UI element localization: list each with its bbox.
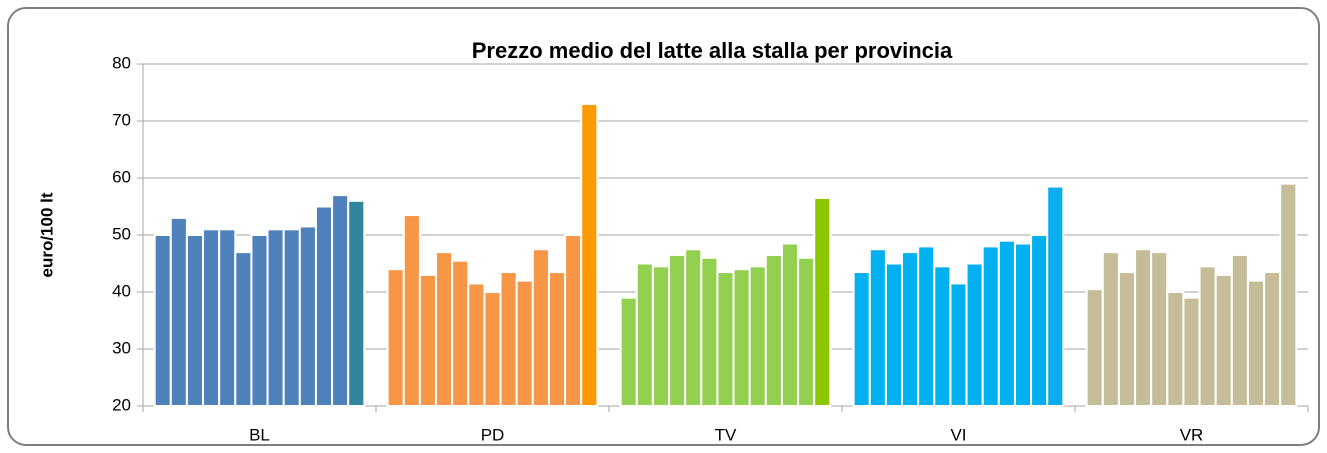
bar (153, 234, 172, 407)
bar (1214, 273, 1233, 407)
bar (684, 248, 703, 407)
x-tick-label: PD (481, 425, 505, 444)
bar (1085, 288, 1104, 407)
bar (580, 102, 599, 408)
bar (314, 205, 334, 407)
y-tick-label: 80 (112, 53, 131, 72)
bar (402, 214, 421, 407)
bar (651, 265, 671, 407)
bar (234, 251, 253, 407)
y-tick-label: 70 (112, 110, 131, 129)
y-tick-label: 30 (112, 338, 131, 357)
bar (764, 253, 783, 407)
bar (1046, 185, 1065, 407)
bar (1263, 271, 1282, 407)
bar (218, 228, 237, 407)
bar (1230, 253, 1249, 407)
bar (547, 271, 567, 407)
bar (732, 268, 751, 408)
bar (917, 245, 936, 407)
bar (169, 216, 188, 407)
bar (813, 196, 832, 407)
bar (797, 256, 816, 407)
bar (386, 268, 405, 408)
bar (250, 234, 269, 407)
x-tick-label: TV (715, 425, 737, 444)
bar (884, 262, 904, 407)
bar (266, 228, 285, 407)
bar (1134, 248, 1153, 407)
bar (1246, 279, 1266, 408)
bar (981, 245, 1000, 407)
bar (467, 282, 486, 408)
y-axis-label: euro/100 lt (37, 192, 56, 277)
bar (1117, 271, 1137, 407)
bar (949, 282, 968, 408)
bar (901, 251, 920, 407)
bar (1101, 251, 1120, 407)
bar (185, 234, 205, 407)
bar (483, 291, 502, 407)
bar (780, 242, 800, 407)
bar (868, 248, 887, 407)
bar (716, 271, 735, 407)
bar (965, 262, 984, 407)
bar (451, 259, 470, 407)
bar (347, 199, 366, 407)
bar (435, 251, 454, 407)
y-tick-label: 60 (112, 167, 131, 186)
bar (852, 271, 871, 407)
bar (1279, 182, 1298, 407)
bar (700, 256, 719, 407)
y-tick-label: 40 (112, 281, 131, 300)
bar (418, 273, 438, 407)
x-tick-label: VR (1180, 425, 1204, 444)
bar (298, 225, 317, 407)
bar (1166, 291, 1185, 407)
bar (499, 271, 518, 407)
bar (202, 228, 221, 407)
bar (748, 265, 767, 407)
chart-title: Prezzo medio del latte alla stalla per p… (472, 38, 953, 63)
bar (933, 265, 952, 407)
bar (1182, 296, 1201, 408)
bar (564, 234, 583, 407)
bar (1013, 242, 1033, 407)
bar (1150, 251, 1169, 407)
bar (997, 239, 1016, 407)
y-tick-label: 50 (112, 224, 131, 243)
bar (668, 253, 687, 407)
bar (531, 248, 550, 407)
bar (331, 194, 350, 407)
x-tick-label: VI (950, 425, 966, 444)
bar (282, 228, 301, 407)
bar (619, 296, 638, 408)
bar (635, 262, 654, 407)
y-tick-label: 20 (112, 395, 131, 414)
bar (1030, 234, 1049, 407)
x-tick-label: BL (249, 425, 270, 444)
bar (515, 279, 534, 408)
bar (1198, 265, 1217, 407)
